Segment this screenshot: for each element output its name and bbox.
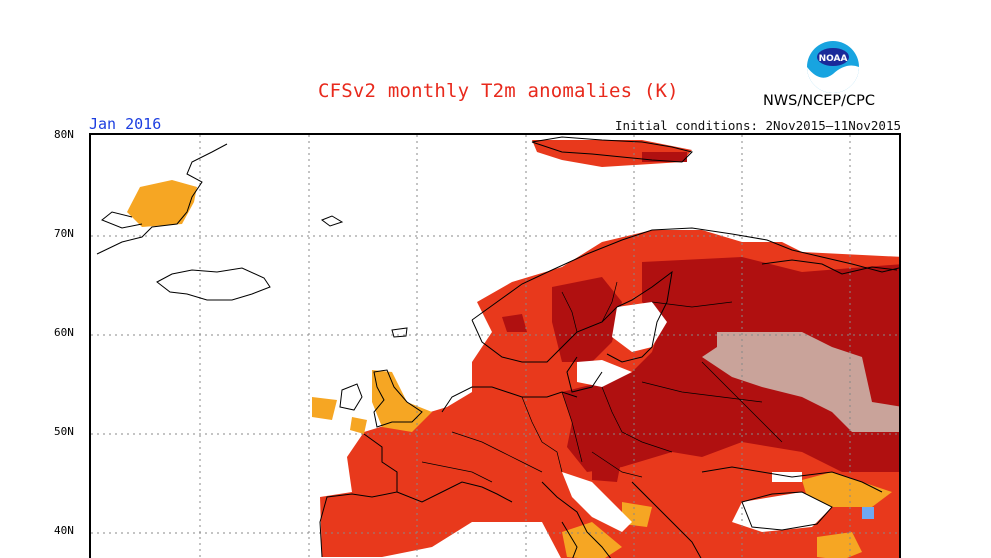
initial-conditions-label: Initial conditions: 2Nov2015–11Nov2015 — [615, 118, 901, 133]
country-borders — [421, 281, 783, 483]
map-title: CFSv2 monthly T2m anomalies (K) — [318, 80, 679, 102]
month-label: Jan 2016 — [89, 115, 162, 133]
lat-label-60n: 60N — [54, 326, 74, 339]
anomaly-map — [89, 133, 901, 558]
svg-text:NOAA: NOAA — [819, 54, 848, 64]
map-graphic — [91, 135, 899, 558]
graticule — [91, 135, 899, 558]
lat-label-50n: 50N — [54, 425, 74, 438]
anomaly-blue-field — [862, 507, 874, 519]
lat-label-40n: 40N — [54, 524, 74, 537]
lat-label-70n: 70N — [54, 227, 74, 240]
coastlines — [96, 136, 899, 558]
lat-label-80n: 80N — [54, 128, 74, 141]
agency-label: NWS/NCEP/CPC — [763, 93, 876, 109]
noaa-logo-icon: NOAA — [807, 41, 859, 93]
anomaly-light-orange-field — [127, 180, 892, 558]
